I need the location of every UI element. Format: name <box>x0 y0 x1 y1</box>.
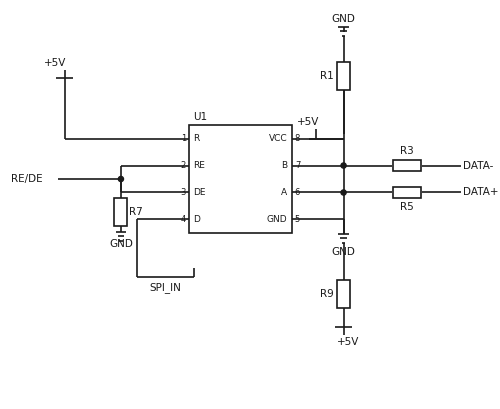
Text: DATA-: DATA- <box>463 161 494 171</box>
Text: RE/DE: RE/DE <box>11 174 42 184</box>
Bar <box>114 198 128 226</box>
Text: SPI_IN: SPI_IN <box>150 282 182 293</box>
Text: 4: 4 <box>181 215 186 224</box>
Text: VCC: VCC <box>268 134 287 143</box>
Circle shape <box>118 176 124 182</box>
Circle shape <box>341 190 346 195</box>
Bar <box>393 160 421 171</box>
Text: DATA+: DATA+ <box>463 187 498 198</box>
Text: +5V: +5V <box>336 337 359 347</box>
Text: +5V: +5V <box>44 58 66 68</box>
Text: U1: U1 <box>192 112 207 122</box>
Text: R: R <box>194 134 200 143</box>
Text: 3: 3 <box>180 188 186 197</box>
Text: R1: R1 <box>320 71 334 81</box>
Text: 5: 5 <box>295 215 300 224</box>
Bar <box>337 62 350 90</box>
Bar <box>393 187 421 198</box>
Bar <box>337 280 350 308</box>
Text: R9: R9 <box>320 289 334 299</box>
Text: A: A <box>281 188 287 197</box>
Text: R5: R5 <box>400 202 413 212</box>
Text: R3: R3 <box>400 146 413 156</box>
Text: D: D <box>194 215 200 224</box>
Text: 7: 7 <box>295 161 300 170</box>
Text: 8: 8 <box>295 134 300 143</box>
Text: +5V: +5V <box>296 117 319 127</box>
Circle shape <box>341 163 346 168</box>
Text: 1: 1 <box>181 134 186 143</box>
Text: RE: RE <box>194 161 205 170</box>
Text: GND: GND <box>109 239 133 249</box>
Text: GND: GND <box>332 247 355 256</box>
Text: GND: GND <box>266 215 287 224</box>
Bar <box>189 125 292 233</box>
Text: 6: 6 <box>295 188 300 197</box>
Text: GND: GND <box>332 14 355 24</box>
Text: 2: 2 <box>181 161 186 170</box>
Text: DE: DE <box>194 188 206 197</box>
Text: R7: R7 <box>129 207 142 217</box>
Text: B: B <box>281 161 287 170</box>
